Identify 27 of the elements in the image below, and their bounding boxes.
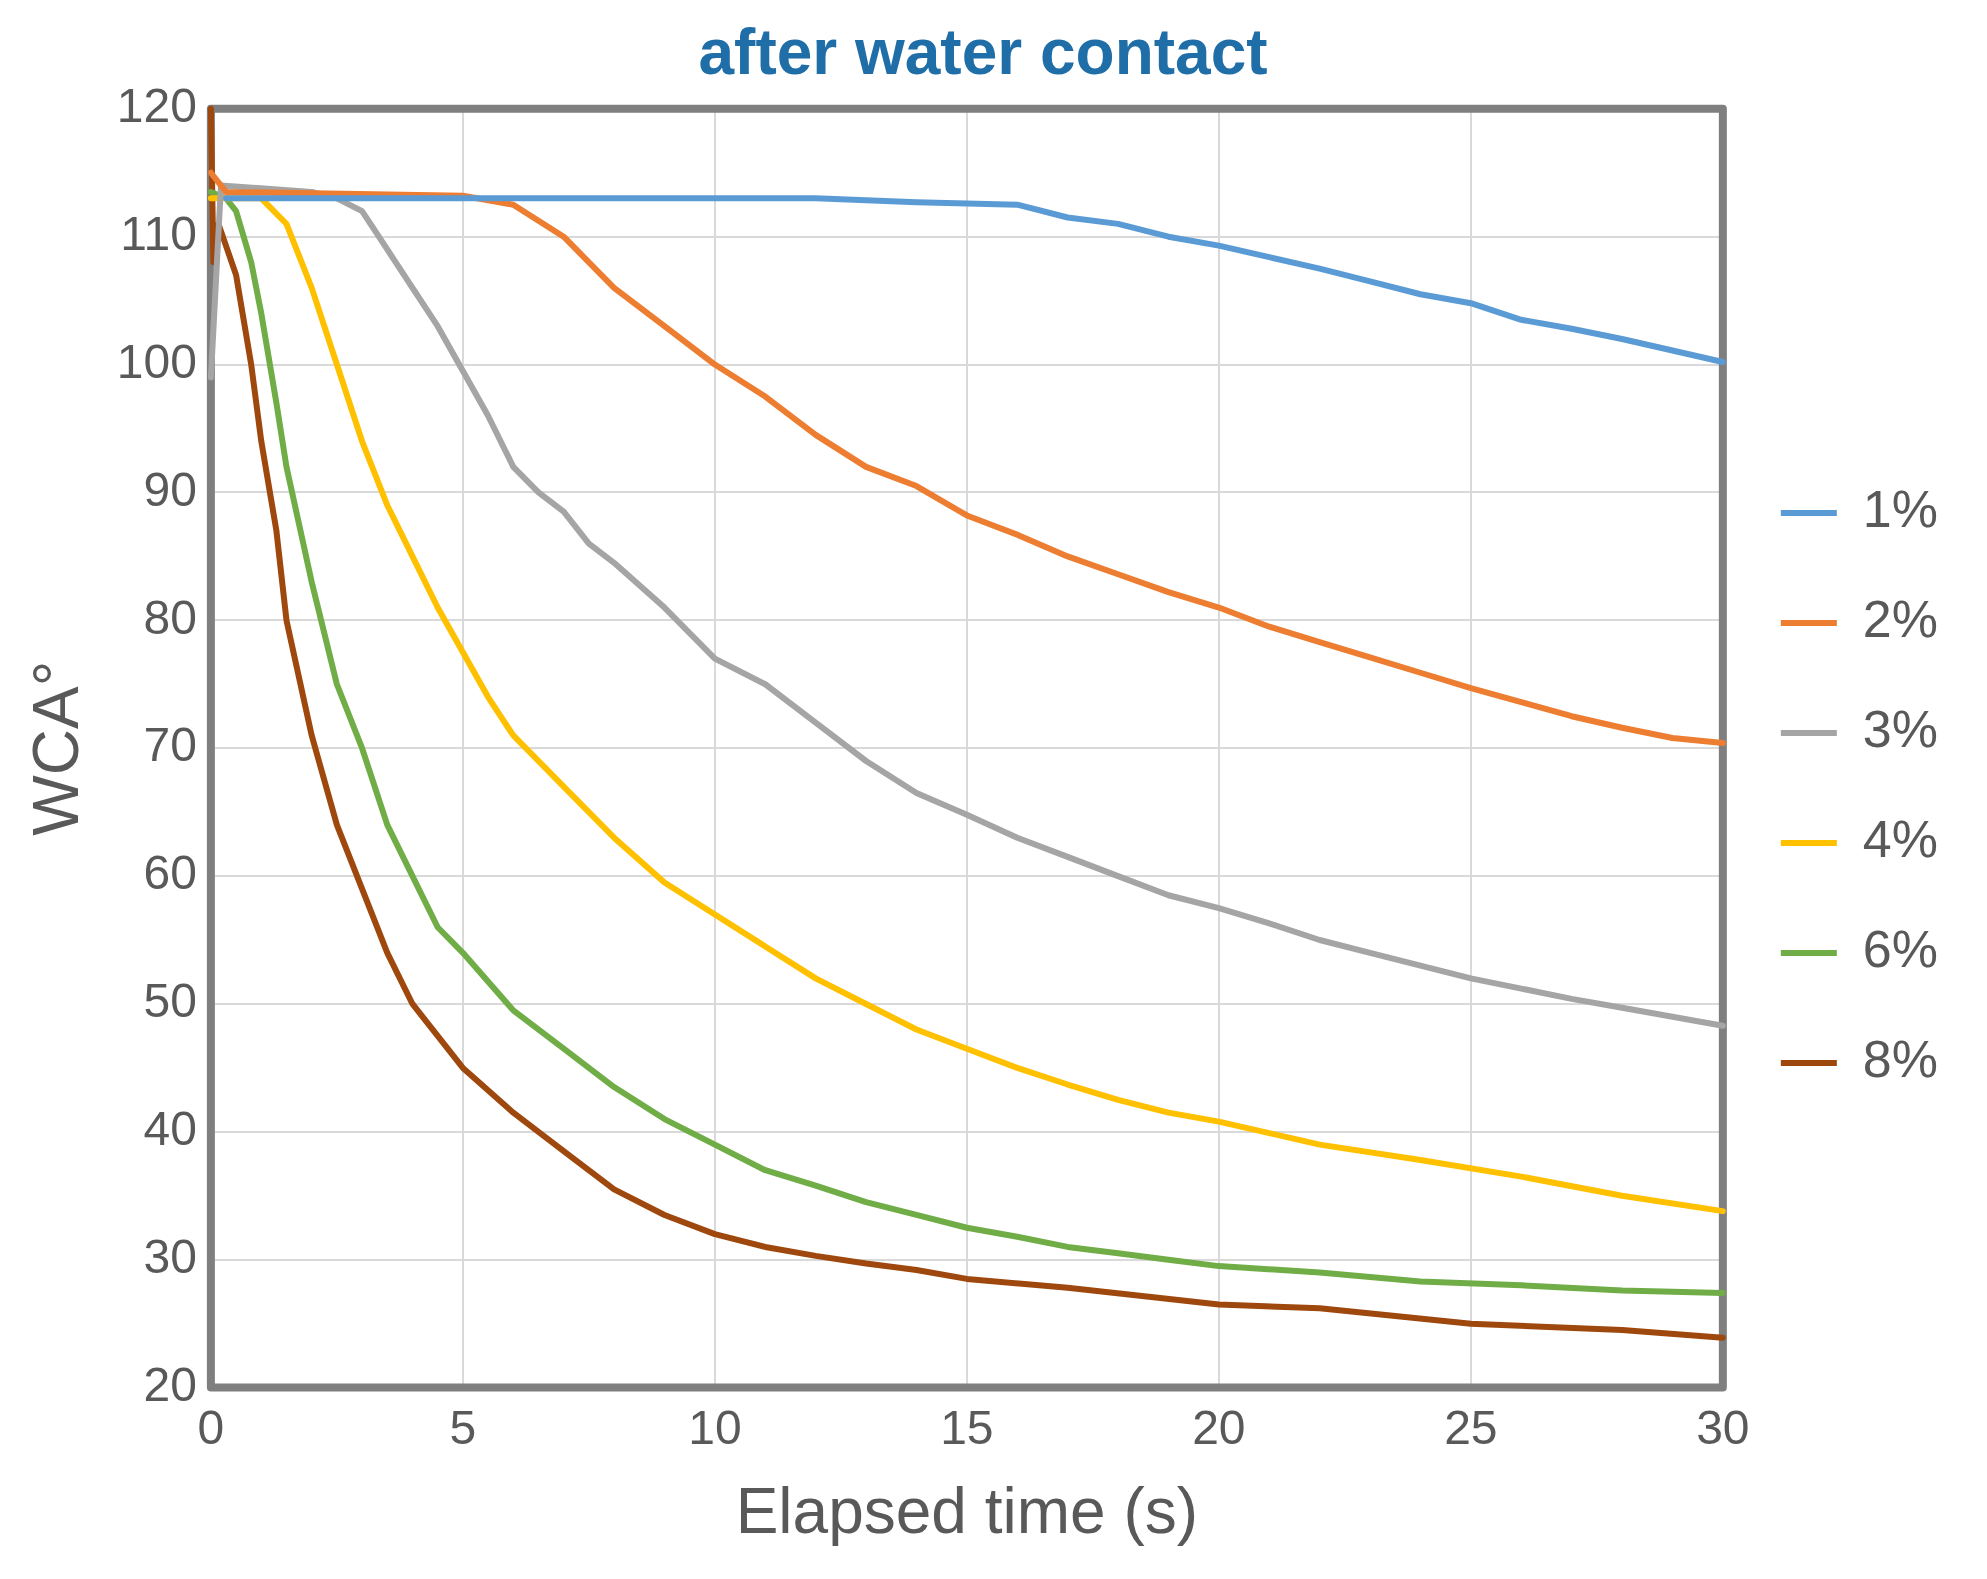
legend-label: 4% — [1862, 810, 1938, 869]
x-tick-label: 0 — [197, 1400, 225, 1454]
x-tick-label: 5 — [449, 1400, 477, 1454]
y-tick-label: 40 — [143, 1102, 197, 1156]
x-tick-label: 25 — [1444, 1400, 1498, 1454]
legend-label: 1% — [1862, 480, 1938, 539]
y-tick-label: 110 — [120, 206, 197, 260]
y-tick-label: 80 — [143, 590, 197, 644]
x-tick-label: 10 — [688, 1400, 742, 1454]
y-tick-label: 30 — [143, 1229, 197, 1283]
x-tick-label: 20 — [1192, 1400, 1246, 1454]
y-tick-label: 90 — [143, 462, 197, 516]
y-tick-label: 20 — [143, 1357, 197, 1411]
legend-label: 3% — [1862, 700, 1938, 759]
x-tick-label: 15 — [940, 1400, 994, 1454]
legend-label: 8% — [1862, 1030, 1938, 1089]
legend-label: 6% — [1862, 920, 1938, 979]
x-tick-label: 30 — [1696, 1400, 1750, 1454]
y-tick-label: 100 — [116, 334, 197, 388]
y-axis-title: WCA° — [20, 660, 93, 836]
chart-title: after water contact — [698, 16, 1268, 89]
y-tick-label: 60 — [143, 846, 197, 900]
legend-label: 2% — [1862, 590, 1938, 649]
y-tick-label: 120 — [116, 79, 197, 133]
x-axis-title: Elapsed time (s) — [735, 1475, 1199, 1548]
y-tick-label: 50 — [143, 974, 197, 1028]
y-tick-label: 70 — [143, 718, 197, 772]
